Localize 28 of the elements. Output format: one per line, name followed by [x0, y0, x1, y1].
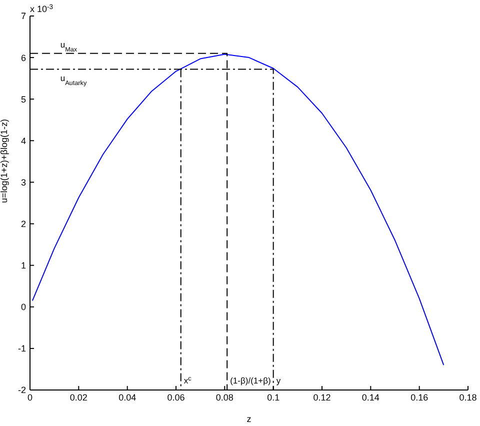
- y-tick-label: 7: [20, 11, 26, 22]
- y-tick-label: 2: [20, 218, 26, 229]
- x-axis-title: z: [246, 414, 252, 424]
- text: x 10$^{-3}$: [30, 4, 54, 14]
- annotation: (1-β)/(1+β): [230, 376, 271, 386]
- y-tick-label: 6: [20, 52, 26, 63]
- x-tick-label: 0.16: [410, 392, 428, 402]
- annotation: y: [276, 376, 282, 386]
- x-tick-label: 0.04: [118, 392, 136, 402]
- x-tick-label: 0: [27, 392, 33, 402]
- annotation: u$_{Autarky}$: [60, 73, 88, 87]
- y-tick-label: -2: [18, 385, 26, 396]
- y-axis-title: u=log(1+z)+βlog(1-z): [0, 119, 10, 203]
- y-tick-label: 3: [20, 177, 26, 188]
- y-tick-label: 1: [20, 260, 26, 271]
- x-tick-label: 0.12: [313, 392, 331, 402]
- annotation: u$_{Max}$: [60, 39, 78, 53]
- x-tick-label: 0.06: [167, 392, 185, 402]
- x-tick-label: 0.08: [216, 392, 234, 402]
- x-tick-label: 0.1: [267, 392, 280, 402]
- x-tick-label: 0.18: [459, 392, 477, 402]
- x-tick-label: 0.02: [70, 392, 88, 402]
- y-tick-label: 5: [20, 94, 26, 104]
- annotation: x$^{c}$: [184, 375, 192, 386]
- y-tick-label: 0: [20, 302, 26, 312]
- x-tick-label: 0.14: [362, 392, 380, 402]
- y-tick-label: -1: [18, 344, 26, 354]
- y-tick-label: 4: [20, 136, 26, 146]
